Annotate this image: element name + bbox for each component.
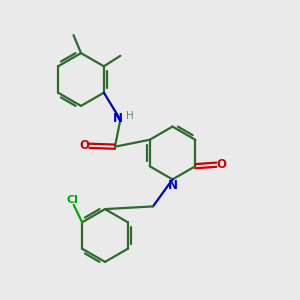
Text: N: N <box>167 179 178 192</box>
Text: O: O <box>80 139 90 152</box>
Text: H: H <box>126 111 134 121</box>
Text: O: O <box>217 158 227 171</box>
Text: N: N <box>113 112 123 125</box>
Text: Cl: Cl <box>67 195 79 205</box>
